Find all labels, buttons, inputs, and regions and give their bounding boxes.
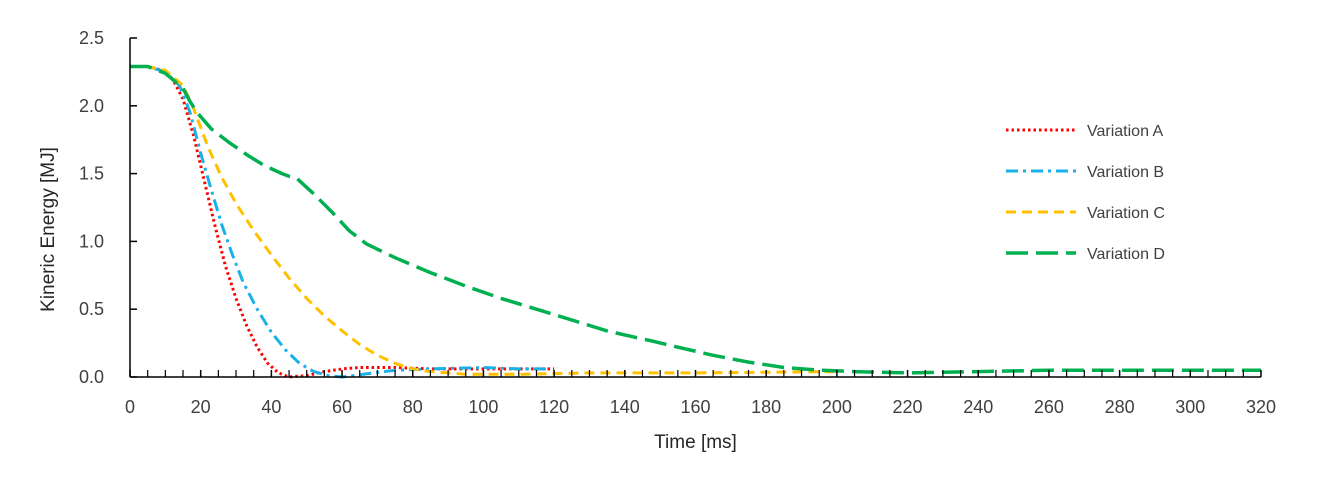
y-tick-label: 1.0 xyxy=(79,231,104,251)
legend: Variation A Variation B Variation C Variati… xyxy=(1006,123,1165,263)
x-tick-label: 60 xyxy=(332,397,352,417)
y-tick-label: 0.5 xyxy=(79,299,104,319)
legend-item: Variation B xyxy=(1006,164,1164,181)
x-tick-label: 80 xyxy=(403,397,423,417)
legend-label: Variation A xyxy=(1087,123,1164,140)
y-tick-label: 2.0 xyxy=(79,96,104,116)
legend-item: Variation C xyxy=(1006,205,1165,222)
y-tick-label: 1.5 xyxy=(79,164,104,184)
x-tick-label: 40 xyxy=(261,397,281,417)
legend-label: Variation C xyxy=(1087,205,1165,222)
y-ticks: 0.0 0.5 1.0 1.5 2.0 2.5 xyxy=(79,28,137,387)
legend-label: Variation D xyxy=(1087,246,1165,263)
legend-item: Variation D xyxy=(1006,246,1165,263)
plot-area xyxy=(130,64,1261,379)
x-tick-label: 0 xyxy=(125,397,135,417)
series-line-variation-c xyxy=(130,65,837,376)
series-line-variation-a xyxy=(130,65,555,379)
y-tick-label: 2.5 xyxy=(79,28,104,48)
y-tick-label: 0.0 xyxy=(79,367,104,387)
series-line-variation-b xyxy=(130,65,548,379)
x-tick-label: 300 xyxy=(1175,397,1205,417)
x-tick-label: 20 xyxy=(191,397,211,417)
x-tick-label: 120 xyxy=(539,397,569,417)
x-axis-title: Time [ms] xyxy=(654,432,737,453)
x-ticks: 0 20 40 60 80 100 120 140 160 180 200 220 240 260 280 3… xyxy=(125,370,1276,417)
y-axis-title: Kineric Energy [MJ] xyxy=(38,147,59,312)
x-tick-label: 140 xyxy=(610,397,640,417)
x-tick-label: 320 xyxy=(1246,397,1276,417)
legend-label: Variation B xyxy=(1087,164,1164,181)
series-line-variation-d xyxy=(130,64,1261,375)
x-tick-label: 220 xyxy=(893,397,923,417)
x-tick-label: 100 xyxy=(468,397,498,417)
x-tick-label: 280 xyxy=(1105,397,1135,417)
x-tick-label: 200 xyxy=(822,397,852,417)
x-tick-label: 240 xyxy=(963,397,993,417)
x-tick-label: 160 xyxy=(680,397,710,417)
x-tick-label: 180 xyxy=(751,397,781,417)
x-tick-label: 260 xyxy=(1034,397,1064,417)
legend-item: Variation A xyxy=(1006,123,1164,140)
axes: 0 20 40 60 80 100 120 140 160 180 200 220 240 260 280 3… xyxy=(79,28,1276,417)
